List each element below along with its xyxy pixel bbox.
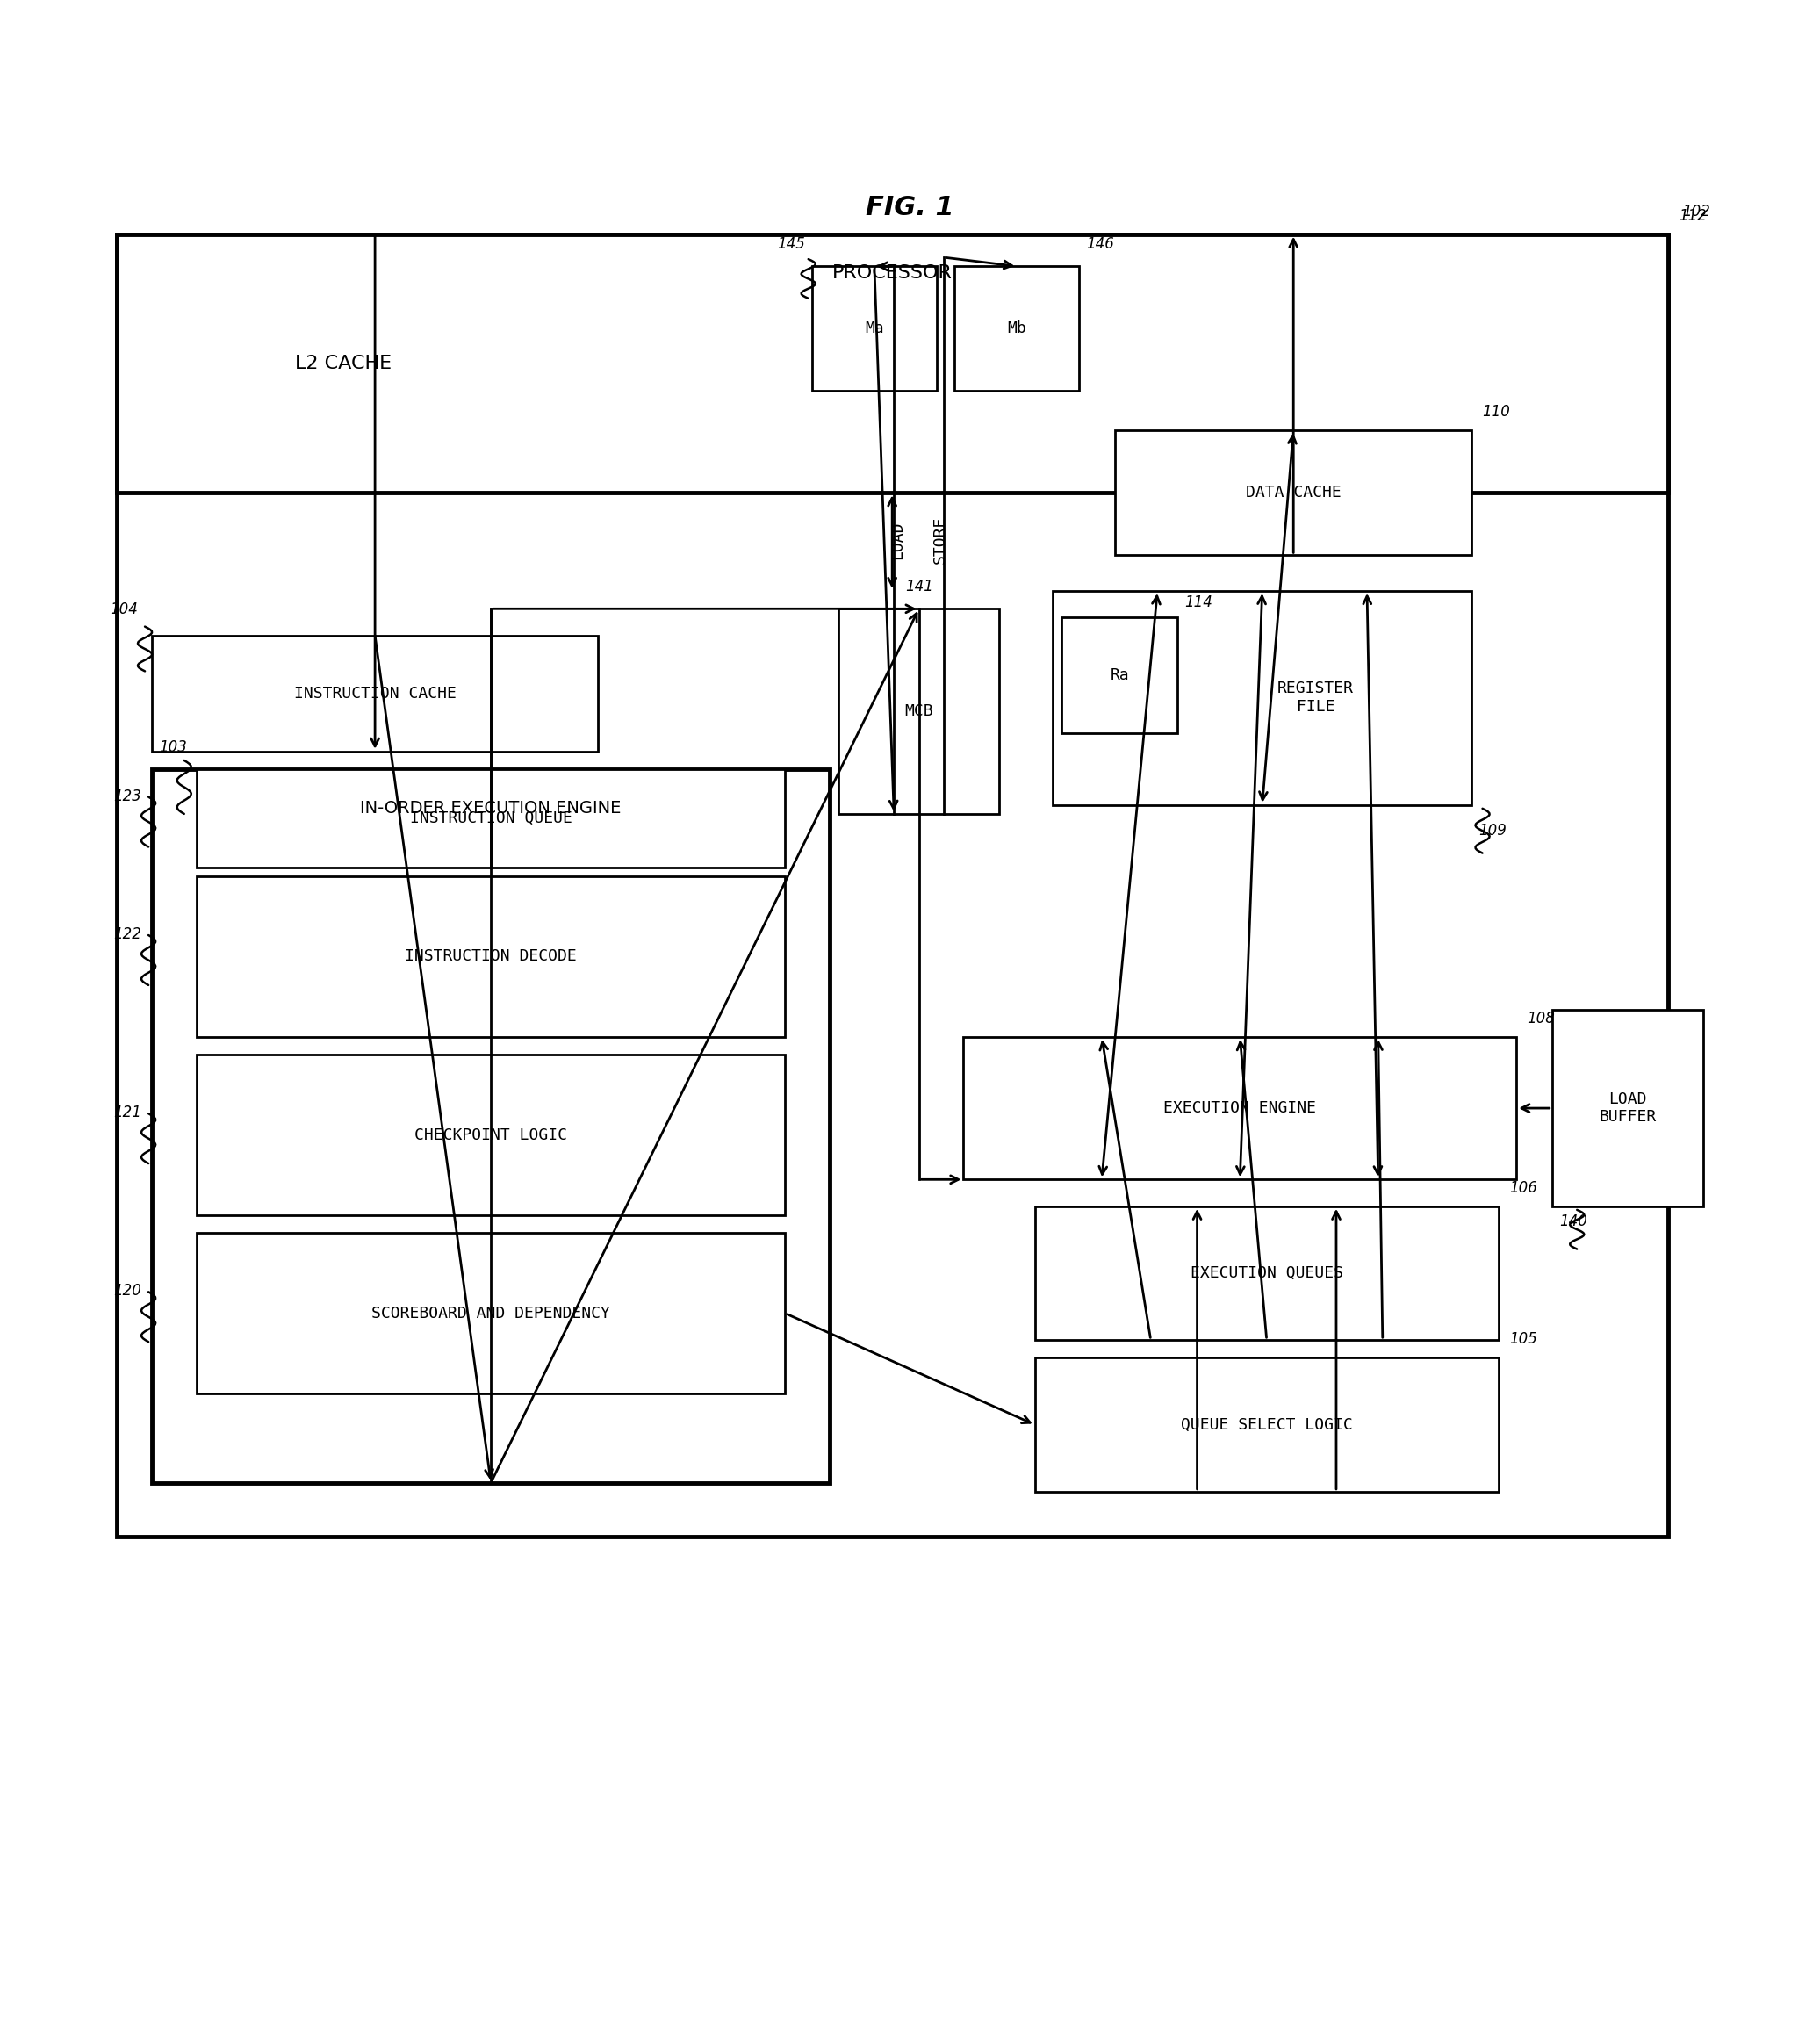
Text: 109: 109: [1480, 823, 1507, 838]
Text: DATA CACHE: DATA CACHE: [1245, 485, 1341, 501]
Text: 103: 103: [158, 740, 187, 754]
Text: EXECUTION QUEUES: EXECUTION QUEUES: [1190, 1266, 1343, 1282]
Text: 108: 108: [1527, 1011, 1554, 1027]
Bar: [812, 267, 937, 391]
Text: 120: 120: [113, 1284, 142, 1298]
Bar: [1552, 1011, 1704, 1206]
Text: 123: 123: [113, 789, 142, 805]
Text: QUEUE SELECT LOGIC: QUEUE SELECT LOGIC: [1181, 1416, 1352, 1433]
Bar: [1116, 430, 1472, 554]
Text: 112: 112: [1678, 208, 1707, 224]
Text: 140: 140: [1560, 1213, 1587, 1229]
Text: INSTRUCTION CACHE: INSTRUCTION CACHE: [293, 685, 457, 701]
Bar: [153, 768, 830, 1484]
Text: Mb: Mb: [1008, 320, 1026, 336]
Bar: [839, 609, 999, 813]
Bar: [197, 1056, 784, 1215]
Text: REGISTER
FILE: REGISTER FILE: [1278, 681, 1354, 715]
Text: STORE: STORE: [932, 516, 948, 565]
Text: 110: 110: [1483, 404, 1511, 420]
Text: 145: 145: [777, 236, 804, 253]
Text: 141: 141: [905, 579, 934, 595]
Text: Ra: Ra: [1110, 668, 1128, 683]
Bar: [153, 636, 599, 752]
Text: 105: 105: [1509, 1331, 1538, 1347]
Text: 104: 104: [109, 601, 138, 618]
Bar: [1036, 1206, 1498, 1341]
Text: LOAD: LOAD: [890, 522, 905, 558]
Text: 106: 106: [1509, 1180, 1538, 1196]
Bar: [963, 1037, 1516, 1180]
Bar: [116, 234, 1667, 493]
Bar: [197, 768, 784, 868]
Text: CHECKPOINT LOGIC: CHECKPOINT LOGIC: [415, 1127, 568, 1143]
Text: SCOREBOARD AND DEPENDENCY: SCOREBOARD AND DEPENDENCY: [371, 1306, 610, 1321]
Text: 114: 114: [1185, 595, 1212, 611]
Bar: [197, 1233, 784, 1394]
Text: 146: 146: [1087, 236, 1114, 253]
Text: L2 CACHE: L2 CACHE: [295, 355, 391, 373]
Bar: [1061, 618, 1178, 734]
Text: INSTRUCTION DECODE: INSTRUCTION DECODE: [406, 948, 577, 964]
Bar: [1036, 1357, 1498, 1492]
Text: FIG. 1: FIG. 1: [866, 196, 954, 220]
Text: LOAD
BUFFER: LOAD BUFFER: [1600, 1090, 1656, 1125]
Text: 122: 122: [113, 927, 142, 942]
Text: 121: 121: [113, 1105, 142, 1121]
Bar: [954, 267, 1079, 391]
Bar: [1052, 591, 1472, 805]
Text: EXECUTION ENGINE: EXECUTION ENGINE: [1163, 1101, 1316, 1117]
Bar: [197, 876, 784, 1037]
Bar: [116, 234, 1667, 1537]
Text: INSTRUCTION QUEUE: INSTRUCTION QUEUE: [410, 811, 571, 825]
Text: 102: 102: [1682, 204, 1711, 220]
Text: IN-ORDER EXECUTION ENGINE: IN-ORDER EXECUTION ENGINE: [360, 801, 621, 817]
Text: PROCESSOR: PROCESSOR: [832, 265, 952, 281]
Text: MCB: MCB: [905, 703, 934, 719]
Text: Ma: Ma: [864, 320, 885, 336]
